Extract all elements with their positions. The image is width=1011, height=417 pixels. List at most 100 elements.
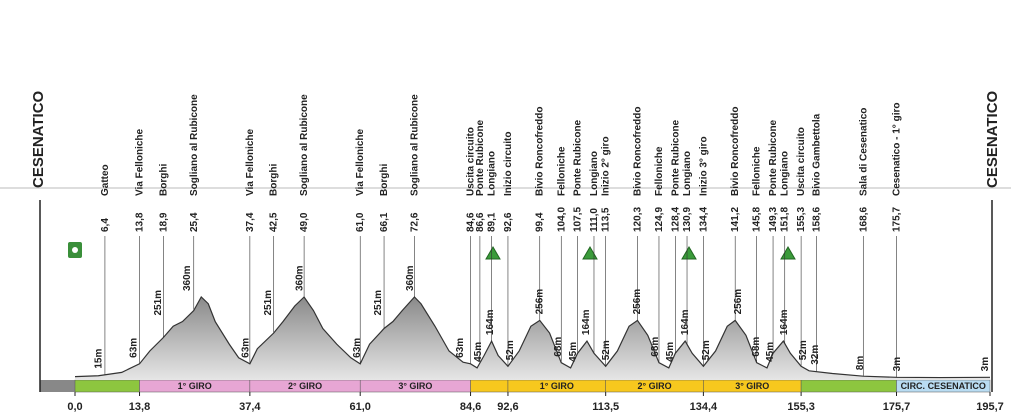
- elevation-label: 63m: [241, 338, 252, 358]
- elevation-label: 251m: [263, 290, 274, 316]
- elevation-label: 164m: [581, 309, 592, 335]
- elevation-label: 63m: [352, 338, 363, 358]
- location-name: Sala di Cesenatico: [858, 108, 869, 196]
- elevation-label: 164m: [485, 309, 496, 335]
- location-name: Felloniche: [752, 146, 763, 196]
- location-km: 175,7: [891, 207, 902, 232]
- location-name: Felloniche: [556, 146, 567, 196]
- location-km: 66,1: [379, 212, 390, 232]
- end-label: CESENATICO: [984, 90, 1001, 188]
- profile-line: [74, 296, 991, 379]
- location-name: Longiano: [682, 151, 693, 196]
- segment-label: 1° GIRO: [540, 381, 574, 391]
- location-name: Ponte Rubicone: [573, 119, 584, 196]
- location-name: Borghi: [379, 164, 390, 196]
- x-tick-label: 0,0: [67, 401, 82, 413]
- location-name: Ponte Rubicone: [475, 119, 486, 196]
- location-name: Bivio Roncofreddo: [632, 107, 643, 196]
- segment-label: 2° GIRO: [637, 381, 671, 391]
- location-name: Inizio 2° giro: [601, 136, 612, 196]
- location-km: 155,3: [796, 207, 807, 232]
- location-name: Felloniche: [654, 146, 665, 196]
- location-km: 151,8: [780, 207, 791, 232]
- location-name: Longiano: [589, 151, 600, 196]
- elevation-label: 63m: [128, 338, 139, 358]
- location-name: Gatteo: [100, 164, 111, 196]
- location-km: 6,4: [100, 218, 111, 232]
- elevation-label: 256m: [733, 289, 744, 315]
- location-km: 130,9: [682, 207, 693, 232]
- location-name: Via Felloniche: [355, 129, 366, 196]
- location-name: Bivio Roncofreddo: [730, 107, 741, 196]
- elevation-label: 256m: [632, 289, 643, 315]
- elevation-label: 32m: [810, 345, 821, 365]
- segment-label: 3° GIRO: [398, 381, 432, 391]
- location-name: Inizio 3° giro: [698, 136, 709, 196]
- location-name: Sogliano al Rubicone: [409, 94, 420, 196]
- gpm-icon: [681, 246, 697, 260]
- elevation-label: 3m: [892, 357, 903, 372]
- x-tick-label: 84,6: [460, 401, 481, 413]
- elevation-label: 45m: [568, 342, 579, 362]
- elevation-label: 68m: [553, 337, 564, 357]
- x-tick-label: 92,6: [497, 401, 518, 413]
- location-km: 99,4: [535, 212, 546, 232]
- segment: [470, 379, 509, 393]
- location-name: Bivio Gambettola: [812, 113, 823, 196]
- icons: [68, 242, 796, 260]
- start-icon-dot: [72, 247, 78, 253]
- elevation-label: 3m: [980, 357, 991, 372]
- elevation-label: 63m: [455, 338, 466, 358]
- elevation-label: 256m: [535, 289, 546, 315]
- segment: [800, 379, 897, 393]
- elevation-label: 52m: [601, 340, 612, 360]
- location-name: Cesenatico - 1° giro: [891, 103, 902, 196]
- elevation-label: 164m: [779, 309, 790, 335]
- elevation-label: 45m: [665, 342, 676, 362]
- elevation-label: 68m: [751, 337, 762, 357]
- x-tick-label: 155,3: [787, 401, 815, 413]
- segment-label: CIRC. CESENATICO: [901, 381, 986, 391]
- elevation-label: 52m: [505, 340, 516, 360]
- location-km: 128,4: [670, 207, 681, 232]
- start-label: CESENATICO: [30, 90, 47, 188]
- location-name: Longiano: [487, 151, 498, 196]
- location-name: Borghi: [269, 164, 280, 196]
- location-km: 107,5: [573, 207, 584, 232]
- profile-fill: [75, 297, 990, 380]
- location-name: Ponte Rubicone: [768, 119, 779, 196]
- x-tick-label: 134,4: [690, 401, 718, 413]
- x-tick-label: 175,7: [883, 401, 911, 413]
- location-name: Bivio Roncofreddo: [535, 107, 546, 196]
- location-km: 120,3: [632, 207, 643, 232]
- location-km: 89,1: [487, 212, 498, 232]
- location-km: 18,9: [158, 212, 169, 232]
- segment-label: 3° GIRO: [735, 381, 769, 391]
- x-tick-label: 61,0: [349, 401, 370, 413]
- elevation-label: 52m: [701, 340, 712, 360]
- pre-start-bar: [40, 380, 75, 392]
- location-name: Borghi: [158, 164, 169, 196]
- elevation-label: 251m: [373, 290, 384, 316]
- elevation-label: 360m: [405, 265, 416, 291]
- location-name: Ponte Rubicone: [670, 119, 681, 196]
- x-tick-label: 195,7: [976, 401, 1004, 413]
- elevation-label: 45m: [765, 342, 776, 362]
- location-km: 92,6: [503, 212, 514, 232]
- location-km: 124,9: [654, 207, 665, 232]
- elevation-label: 360m: [182, 265, 193, 291]
- elevation-label: 68m: [650, 337, 661, 357]
- location-km: 25,4: [189, 212, 200, 232]
- elevation-label: 8m: [855, 356, 866, 371]
- location-name: Via Felloniche: [135, 129, 146, 196]
- location-name: Sogliano al Rubicone: [189, 94, 200, 196]
- location-km: 158,6: [812, 207, 823, 232]
- elevation-label: 360m: [294, 265, 305, 291]
- elevation-label: 45m: [473, 342, 484, 362]
- elevation-label: 15m: [93, 349, 104, 369]
- location-km: 104,0: [556, 207, 567, 232]
- location-km: 113,5: [601, 207, 612, 232]
- location-km: 37,4: [245, 212, 256, 232]
- segment: [74, 379, 140, 393]
- location-km: 72,6: [409, 212, 420, 232]
